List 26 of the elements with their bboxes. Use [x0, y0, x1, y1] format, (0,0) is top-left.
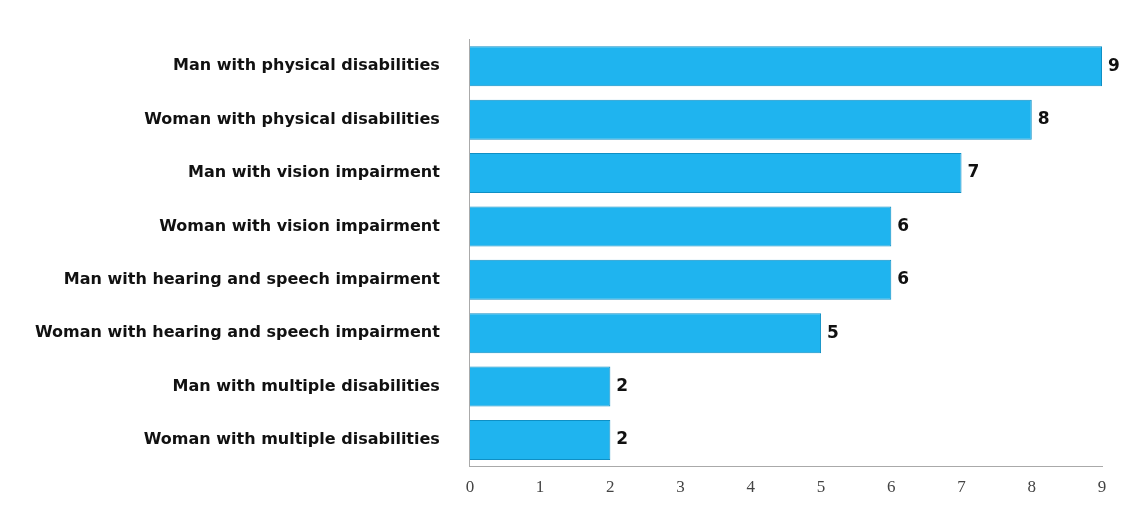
data-label: 7: [967, 161, 980, 182]
y-tick-label: Woman with hearing and speech impairment: [34, 322, 441, 342]
y-tick-label: Man with vision impairment: [188, 162, 441, 182]
y-tick-label: Man with hearing and speech impairment: [63, 268, 441, 288]
x-tick-label: 4: [746, 477, 756, 497]
x-tick-label: 9: [1097, 477, 1107, 497]
x-tick-label: 6: [887, 477, 896, 497]
data-label: 9: [1108, 54, 1120, 75]
y-tick-label: Woman with multiple disabilities: [143, 429, 440, 449]
data-label: 6: [897, 214, 910, 235]
data-label: 6: [897, 268, 910, 289]
data-label: 2: [616, 428, 629, 449]
x-tick-label: 1: [535, 477, 545, 497]
data-label: 8: [1037, 108, 1050, 129]
data-label: 2: [616, 374, 629, 395]
x-tick-label: 3: [676, 477, 685, 497]
y-tick-label: Man with physical disabilities: [173, 55, 440, 75]
x-tick-label: 0: [465, 477, 475, 497]
x-tick-label: 7: [957, 477, 967, 497]
data-label: 5: [827, 321, 839, 342]
y-tick-label: Woman with physical disabilities: [144, 108, 440, 128]
x-tick-label: 8: [1027, 477, 1037, 497]
y-tick-label: Woman with vision impairment: [159, 215, 441, 235]
y-tick-label: Man with multiple disabilities: [172, 375, 440, 395]
x-tick-label: 5: [816, 477, 826, 497]
x-tick-label: 2: [606, 477, 615, 497]
